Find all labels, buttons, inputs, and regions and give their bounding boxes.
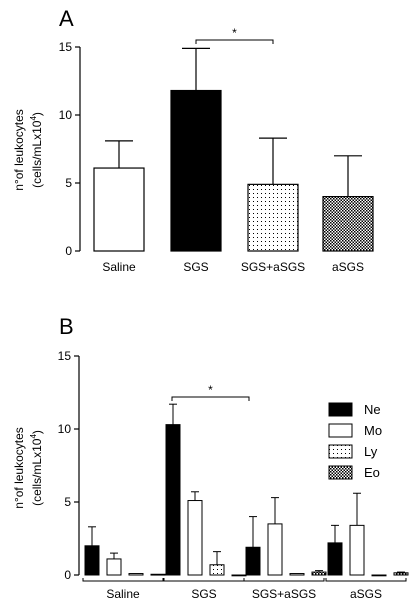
- bar-eo-sgs: [231, 574, 247, 577]
- bar-ly-sgs-asgs: [289, 573, 305, 576]
- group-brace: [82, 578, 164, 582]
- bar-eo-sgs-asgs: [311, 571, 327, 576]
- bars-b: Saline SGS SGS+aSGS aSGS *: [82, 383, 409, 601]
- x-tick-label: SGS+aSGS: [241, 260, 305, 274]
- group-brace: [243, 578, 325, 582]
- legend-swatch-eo: [328, 465, 353, 480]
- panel-a: A n°of leukocytes (cells/mLx104) 051015 …: [12, 6, 374, 274]
- significance-bracket: [195, 39, 274, 44]
- x-tick-label: aSGS: [332, 260, 364, 274]
- legend-label-mo: Mo: [364, 423, 382, 438]
- bar-ly-saline: [128, 573, 144, 576]
- legend-label-eo: Eo: [364, 465, 380, 480]
- bar-saline: [93, 167, 145, 252]
- y-tick-label: 0: [64, 568, 71, 582]
- bar-ly-asgs: [371, 574, 387, 577]
- y-tick-label: 10: [58, 422, 72, 436]
- significance-label: *: [208, 383, 213, 397]
- legend-label-ly: Ly: [364, 444, 378, 459]
- x-tick-label: aSGS: [350, 587, 382, 601]
- bar-ne-sgs: [165, 424, 181, 576]
- x-tick-label: SGS+aSGS: [252, 587, 316, 601]
- y-axis-label-line1: n°of leukocytes: [12, 427, 26, 509]
- legend-swatch-ly: [328, 444, 353, 459]
- bar-ne-asgs: [327, 542, 343, 576]
- x-tick-label: SGS: [183, 260, 208, 274]
- x-tick-label: Saline: [106, 587, 140, 601]
- significance-bracket: [171, 396, 250, 401]
- bar-eo-saline: [150, 573, 166, 576]
- bars-a: Saline SGS SGS+aSGS aSGS *: [93, 26, 374, 274]
- group-brace: [163, 578, 245, 582]
- axis-a: 0 5 10 15: [59, 40, 81, 258]
- panel-label: A: [59, 6, 74, 31]
- y-tick-label: 5: [65, 176, 72, 190]
- bar-mo-sgs-asgs: [267, 523, 283, 576]
- y-axis-label-line2: (cells/mLx104): [29, 112, 44, 188]
- panel-label: B: [59, 314, 74, 339]
- y-axis-label-line1: n°of leukocytes: [12, 109, 26, 191]
- y-axis-label-line2: (cells/mLx104): [29, 430, 44, 506]
- y-tick-label: 15: [59, 40, 73, 54]
- bar-sgs-asgs: [247, 183, 299, 252]
- legend: Ne Mo Ly Eo: [328, 402, 382, 480]
- bar-asgs: [322, 196, 374, 252]
- legend-label-ne: Ne: [364, 402, 381, 417]
- x-tick-label: SGS: [191, 587, 216, 601]
- bar-eo-asgs: [393, 572, 409, 576]
- y-tick-label: 5: [64, 495, 71, 509]
- bar-mo-saline: [106, 558, 122, 576]
- legend-swatch-ne: [328, 402, 353, 417]
- bar-mo-sgs: [187, 500, 203, 576]
- bar-ly-sgs: [209, 564, 225, 576]
- y-tick-label: 10: [59, 108, 73, 122]
- panel-b: B n°of leukocytes (cells/mLx104) 051015 …: [12, 314, 409, 601]
- bar-ne-saline: [84, 545, 100, 576]
- bar-ne-sgs-asgs: [245, 546, 261, 576]
- y-tick-label: 15: [58, 349, 72, 363]
- significance-label: *: [232, 26, 237, 40]
- group-brace: [325, 578, 407, 582]
- x-tick-label: Saline: [102, 260, 136, 274]
- bar-sgs: [170, 89, 222, 252]
- y-tick-label: 0: [65, 244, 72, 258]
- legend-swatch-mo: [328, 423, 353, 438]
- axis-b: 0 5 10 15: [58, 349, 80, 582]
- bar-mo-asgs: [349, 524, 365, 576]
